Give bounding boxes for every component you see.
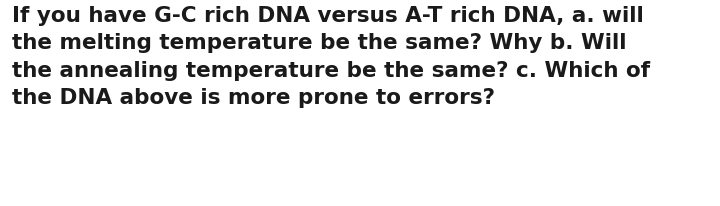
Text: If you have G-C rich DNA versus A-T rich DNA, a. will
the melting temperature be: If you have G-C rich DNA versus A-T rich… <box>12 6 649 107</box>
